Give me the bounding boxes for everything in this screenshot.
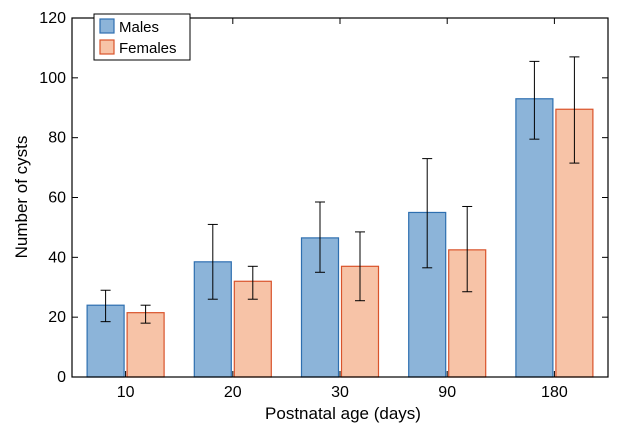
x-tick-label: 30 bbox=[331, 384, 349, 401]
bar-males-180 bbox=[515, 98, 554, 378]
y-tick-label: 100 bbox=[39, 70, 66, 87]
legend-swatch-females bbox=[99, 39, 115, 55]
bars bbox=[86, 98, 594, 378]
bar-males-90 bbox=[408, 211, 447, 378]
error-bar-females-30 bbox=[355, 231, 365, 302]
y-tick-label: 120 bbox=[39, 10, 66, 27]
x-tick-label: 180 bbox=[541, 384, 568, 401]
error-bar-females-20 bbox=[247, 265, 258, 300]
y-tick-label: 20 bbox=[48, 309, 66, 326]
legend-label-males: Males bbox=[119, 19, 159, 36]
error-bar-females-180 bbox=[569, 56, 580, 164]
y-tick-label: 80 bbox=[48, 130, 66, 147]
error-bar-males-20 bbox=[207, 223, 218, 300]
error-bars bbox=[100, 56, 580, 324]
y-tick-label: 40 bbox=[48, 249, 66, 266]
error-bar-males-180 bbox=[529, 60, 540, 140]
x-tick-label: 10 bbox=[117, 384, 135, 401]
error-bar-males-10 bbox=[100, 289, 111, 323]
legend: Males Females bbox=[93, 13, 191, 61]
axes: 0 20 40 60 80 100 120 10 20 30 90 180 bbox=[39, 10, 609, 401]
x-tick-label: 90 bbox=[438, 384, 456, 401]
x-tick-label: 20 bbox=[224, 384, 242, 401]
y-tick-label: 60 bbox=[48, 190, 66, 207]
y-axis-label: Number of cysts bbox=[12, 136, 31, 259]
error-bar-females-90 bbox=[462, 205, 473, 293]
legend-swatch-males bbox=[99, 18, 115, 34]
legend-label-females: Females bbox=[119, 40, 177, 57]
y-tick-label: 0 bbox=[57, 369, 66, 386]
error-bar-males-90 bbox=[422, 158, 433, 269]
error-bar-males-30 bbox=[315, 201, 325, 273]
x-axis-label: Postnatal age (days) bbox=[265, 404, 421, 423]
error-bar-females-10 bbox=[140, 304, 151, 324]
